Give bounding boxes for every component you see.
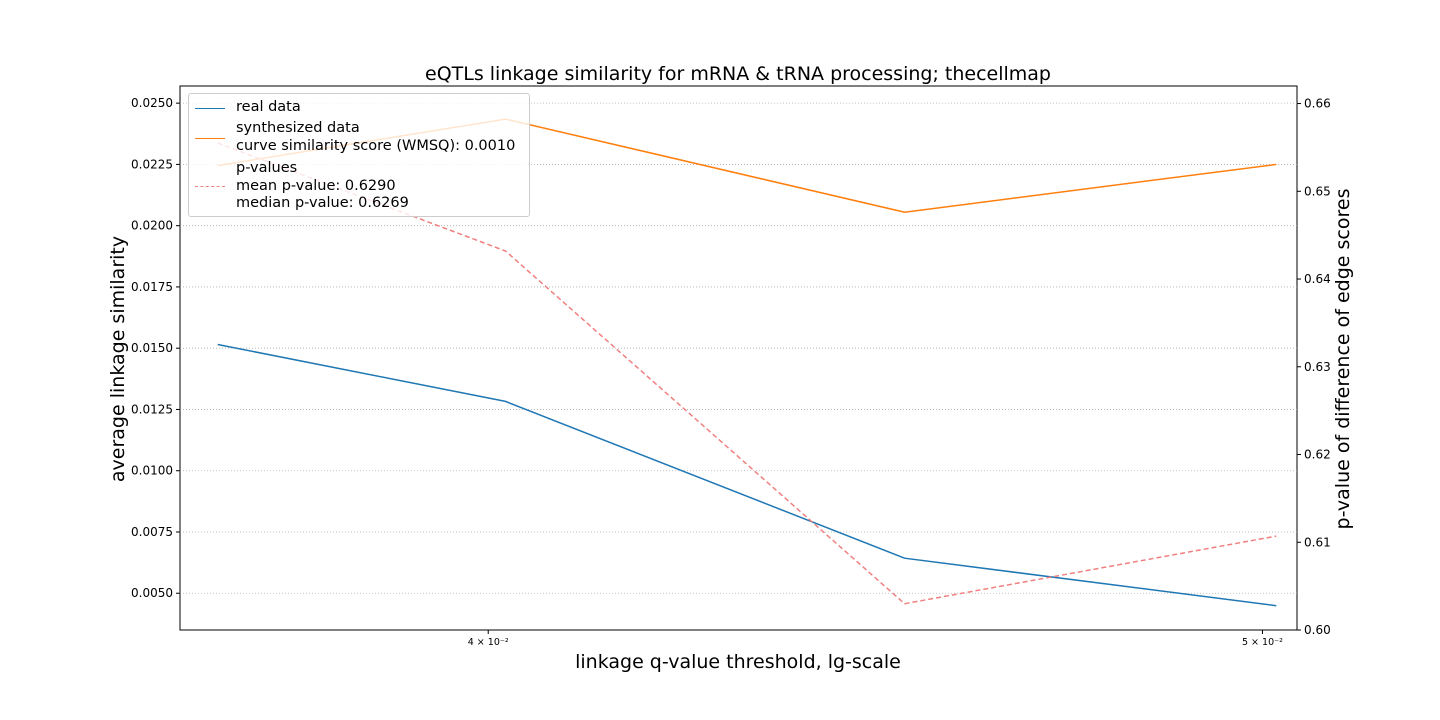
y2-axis-label: p-value of difference of edge scores bbox=[1332, 189, 1354, 530]
y2-tick-label: 0.60 bbox=[1304, 623, 1331, 637]
y2-tick-label: 0.61 bbox=[1304, 535, 1331, 549]
y-tick-label: 0.0150 bbox=[131, 341, 173, 355]
y-axis-label: average linkage similarity bbox=[107, 236, 129, 482]
y-tick-label: 0.0200 bbox=[131, 219, 173, 233]
y-tick-label: 0.0175 bbox=[131, 280, 173, 294]
y-tick-label: 0.0250 bbox=[131, 96, 173, 110]
x-tick-label: 5 × 10⁻² bbox=[1242, 637, 1283, 648]
chart-title: eQTLs linkage similarity for mRNA & tRNA… bbox=[425, 63, 1051, 85]
y-tick-label: 0.0050 bbox=[131, 586, 173, 600]
axis-layer: 0.0050 0.0075 0.0100 0.0125 0.0150 0.0175 0.02… bbox=[131, 96, 1331, 648]
legend-label: real data bbox=[236, 99, 301, 115]
y2-tick-label: 0.63 bbox=[1304, 360, 1331, 374]
legend-label: synthesized data bbox=[236, 120, 360, 136]
legend: real data synthesized data curve similarit… bbox=[188, 93, 530, 217]
legend-label: p-values bbox=[236, 160, 298, 176]
x-tick-label: 4 × 10⁻² bbox=[468, 637, 509, 648]
legend-label: mean p-value: 0.6290 bbox=[236, 177, 396, 194]
y-tick-label: 0.0225 bbox=[131, 157, 173, 171]
y2-tick-label: 0.64 bbox=[1304, 272, 1331, 286]
y-tick-label: 0.0075 bbox=[131, 525, 173, 539]
legend-swatch bbox=[195, 186, 225, 188]
legend-swatch bbox=[195, 107, 225, 109]
y-tick-label: 0.0125 bbox=[131, 402, 173, 416]
y2-tick-label: 0.66 bbox=[1304, 97, 1331, 111]
y-tick-label: 0.0100 bbox=[131, 464, 173, 478]
legend-swatch bbox=[195, 137, 225, 139]
legend-label: median p-value: 0.6269 bbox=[236, 195, 409, 211]
x-axis-label: linkage q-value threshold, lg-scale bbox=[575, 651, 901, 673]
y2-tick-label: 0.62 bbox=[1304, 448, 1331, 462]
plot-area bbox=[179, 85, 1298, 631]
y2-tick-label: 0.65 bbox=[1304, 184, 1331, 198]
legend-label: curve similarity score (WMSQ): 0.0010 bbox=[236, 137, 516, 154]
series-line-real-data bbox=[217, 343, 1277, 607]
